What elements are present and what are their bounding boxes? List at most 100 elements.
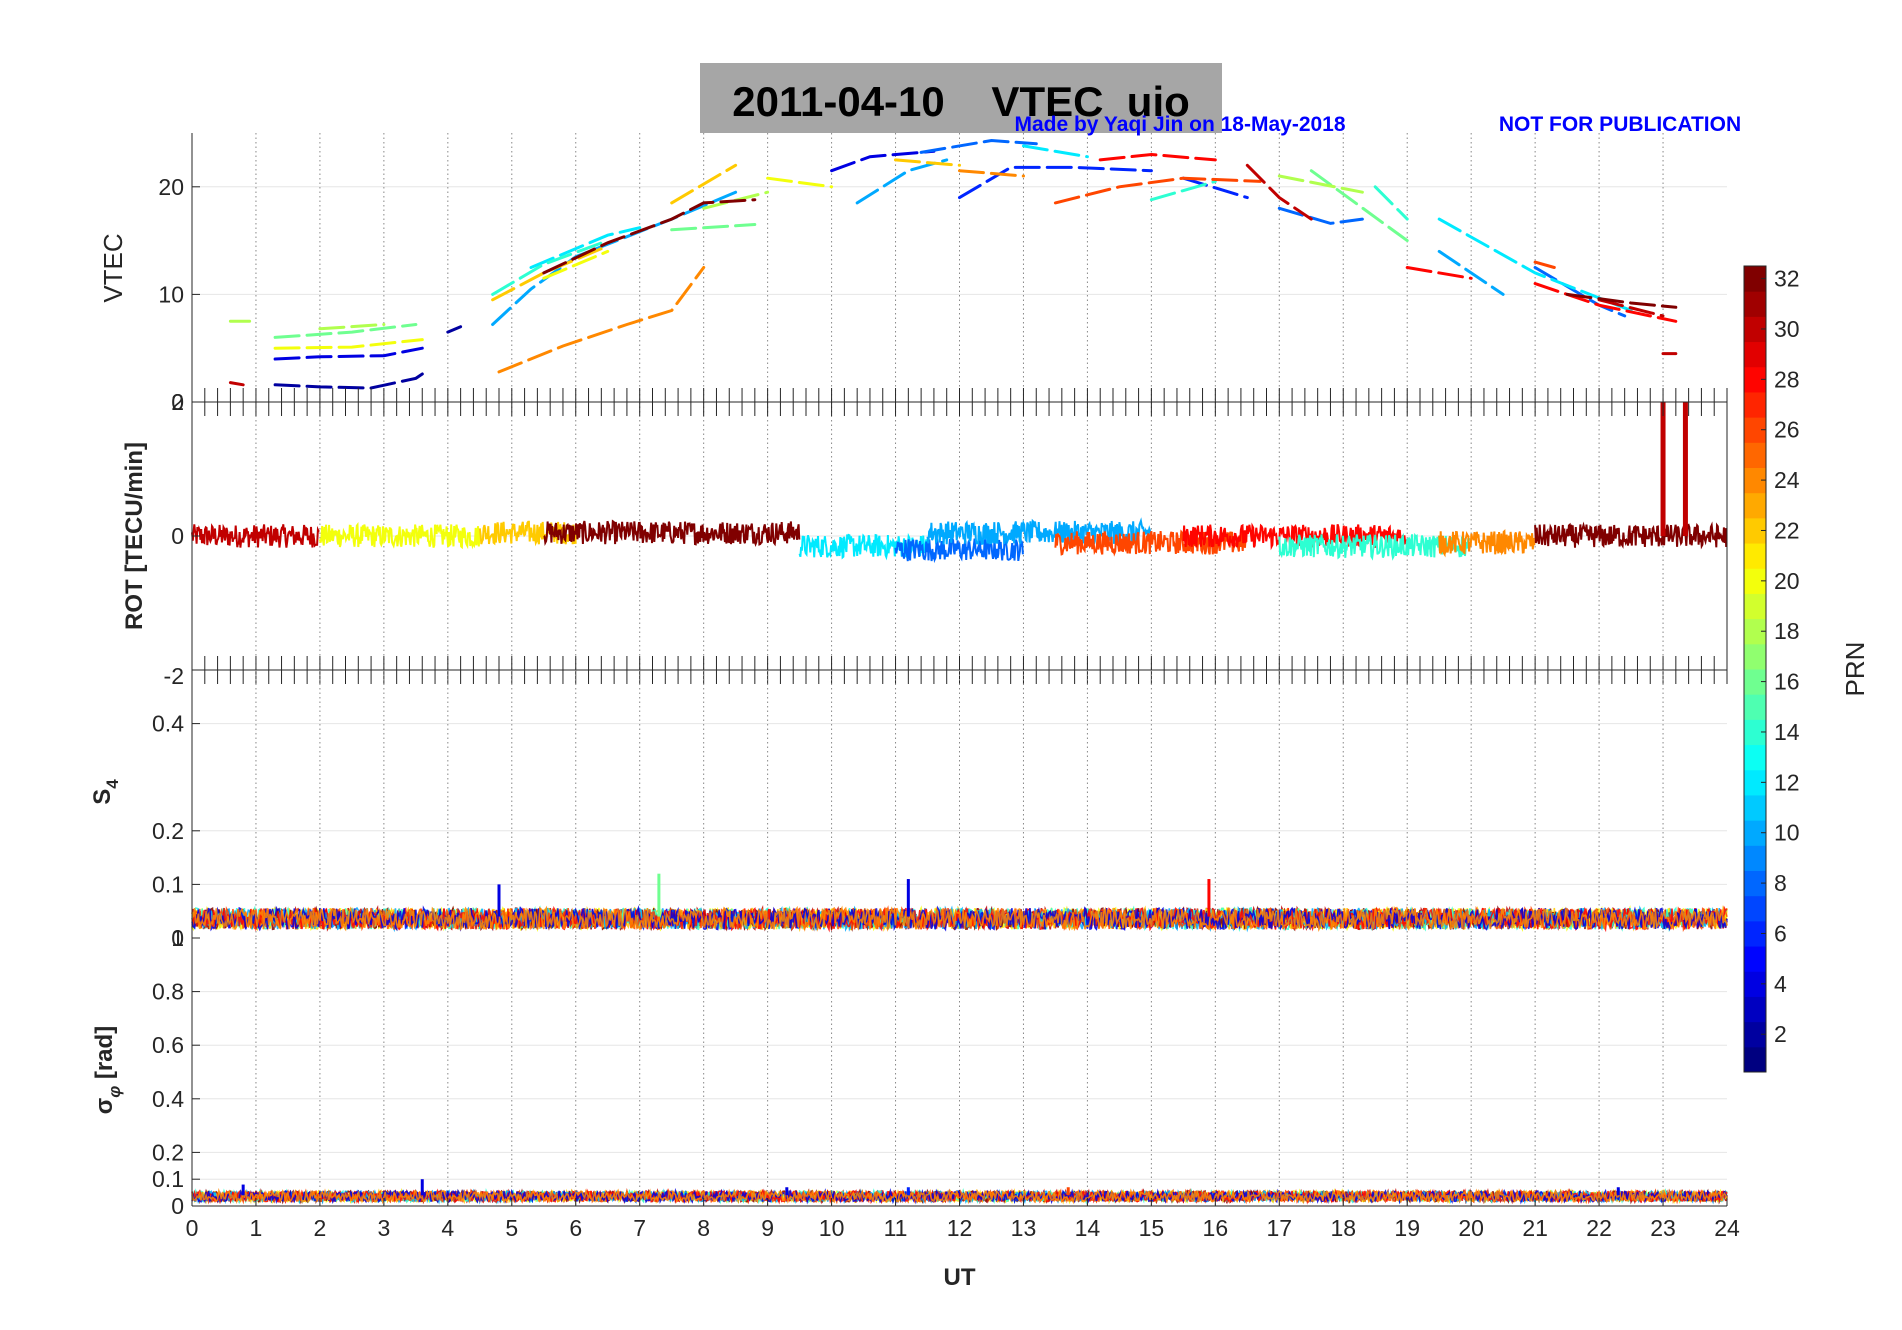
series-line-prn-14 <box>1149 179 1217 202</box>
credit-text: Made by Yaqi Jin on 18-May-2018 <box>1014 113 1345 136</box>
series-line-prn-30 <box>228 381 245 387</box>
rot-band-prn-32 <box>1534 521 1728 550</box>
series-line-prn-30 <box>1245 163 1313 221</box>
series-line-prn-8 <box>919 138 1038 154</box>
colorbar-cell <box>1744 694 1766 720</box>
series-line-prn-24 <box>497 266 706 374</box>
y-tick-label: 20 <box>158 174 184 200</box>
y-axis-label: σφ [rad] <box>91 1026 124 1114</box>
colorbar-cell <box>1744 971 1766 997</box>
plot-area-rot <box>191 402 1728 564</box>
colorbar-cell <box>1744 719 1766 746</box>
colorbar-frame <box>1743 265 1767 1073</box>
x-tick-label: 12 <box>947 1215 973 1241</box>
y-tick-label: 0.6 <box>152 1032 184 1058</box>
plot-area-s4 <box>191 873 1728 933</box>
colorbar-tick-label: 28 <box>1774 366 1800 392</box>
colorbar-tick-label: 8 <box>1774 870 1787 896</box>
colorbar-tick-label: 14 <box>1774 719 1800 745</box>
colorbar-cell <box>1744 417 1766 443</box>
colorbar-cell <box>1744 946 1766 972</box>
series-line-prn-14 <box>491 239 610 296</box>
y-tick-label: 0.2 <box>152 1139 184 1165</box>
series-line-prn-22 <box>894 158 961 167</box>
rot-band-prn-20 <box>318 522 481 550</box>
series-line-prn-10 <box>855 158 949 205</box>
noise-prn-24 <box>191 905 1728 932</box>
colorbar-cell <box>1744 593 1766 620</box>
y-axis-label: ROT [TECU/min] <box>121 442 148 630</box>
panel-vtec: 0 10 20 VTEC <box>98 133 1727 415</box>
colorbar-tick-label: 32 <box>1774 266 1800 292</box>
y-tick-label: -2 <box>164 663 184 689</box>
colorbar-tick-label: 16 <box>1774 669 1800 695</box>
colorbar-cell <box>1744 341 1766 368</box>
series-line-prn-6 <box>958 165 1153 200</box>
series-line-prn-20 <box>542 249 610 280</box>
colorbar-cell <box>1744 1021 1766 1048</box>
chart-title: 2011-04-10 VTEC uio <box>732 78 1190 125</box>
x-tick-label: 10 <box>819 1215 845 1241</box>
y-label-unit: [rad] <box>91 1026 118 1086</box>
x-tick-label: 20 <box>1458 1215 1484 1241</box>
series-line-prn-32 <box>542 198 757 275</box>
y-tick-label: 0.2 <box>152 818 184 844</box>
x-tick-label: 6 <box>569 1215 582 1241</box>
y-tick-label: 2 <box>171 389 184 415</box>
series-line-prn-32 <box>1565 292 1678 309</box>
series-line-prn-28 <box>1405 266 1473 280</box>
x-tick-label: 14 <box>1075 1215 1101 1241</box>
panel-s4: 0 0.1 0.2 0.4 S4 <box>89 670 1728 951</box>
colorbar-label: PRN <box>1840 642 1870 697</box>
colorbar-cell <box>1744 820 1766 846</box>
colorbar-cell <box>1744 618 1766 645</box>
colorbar-cell <box>1744 366 1766 393</box>
x-axis-label: UT <box>944 1264 976 1291</box>
colorbar-cell <box>1744 316 1766 343</box>
rot-band-prn-22 <box>478 520 577 547</box>
colorbar-tick-label: 30 <box>1774 316 1800 342</box>
rot-band-prn-8 <box>894 536 1024 564</box>
x-tick-label: 19 <box>1394 1215 1420 1241</box>
y-tick-label: 0 <box>171 925 184 951</box>
series-line-prn-28 <box>1533 282 1678 323</box>
colorbar-cell <box>1744 744 1766 771</box>
colorbar-tick-label: 26 <box>1774 417 1800 443</box>
colorbar-cell <box>1744 895 1766 922</box>
rot-band-prn-30 <box>191 523 320 548</box>
x-tick-label: 0 <box>186 1215 199 1241</box>
series-line-prn-22 <box>491 244 610 302</box>
colorbar-cell <box>1744 266 1766 292</box>
colorbar-tick-label: 18 <box>1774 618 1800 644</box>
series-line-prn-20 <box>766 176 834 189</box>
x-tick-label: 2 <box>314 1215 327 1241</box>
series-line-prn-26 <box>1053 176 1262 205</box>
series-line-prn-12 <box>1022 144 1089 159</box>
colorbar-cell <box>1744 870 1766 897</box>
colorbar-tick-label: 24 <box>1774 467 1800 493</box>
colorbar-cell <box>1744 845 1766 871</box>
x-tick-label: 13 <box>1011 1215 1037 1241</box>
colorbar-tick-label: 10 <box>1774 820 1800 846</box>
colorbar-cell <box>1744 568 1766 594</box>
title-box <box>700 63 1222 133</box>
noise-prn-4 <box>191 905 1728 932</box>
rot-band-prn-32 <box>543 519 801 548</box>
y-tick-label: 0.1 <box>152 871 184 897</box>
series-line-prn-20 <box>273 338 424 350</box>
x-tick-label: 3 <box>377 1215 390 1241</box>
series-line-prn-2 <box>446 325 463 334</box>
series-line-prn-10 <box>491 190 738 326</box>
colorbar-cell <box>1744 543 1766 569</box>
x-tick-label: 21 <box>1522 1215 1548 1241</box>
colorbar-tick-label: 20 <box>1774 568 1800 594</box>
colorbar-cell <box>1744 920 1766 947</box>
colorbar-tick-label: 2 <box>1774 1021 1787 1047</box>
y-label-sub: φ <box>105 1086 124 1098</box>
x-tick-label: 17 <box>1266 1215 1292 1241</box>
y-tick-label: 0.4 <box>152 711 184 737</box>
colorbar-tick-label: 12 <box>1774 769 1800 795</box>
